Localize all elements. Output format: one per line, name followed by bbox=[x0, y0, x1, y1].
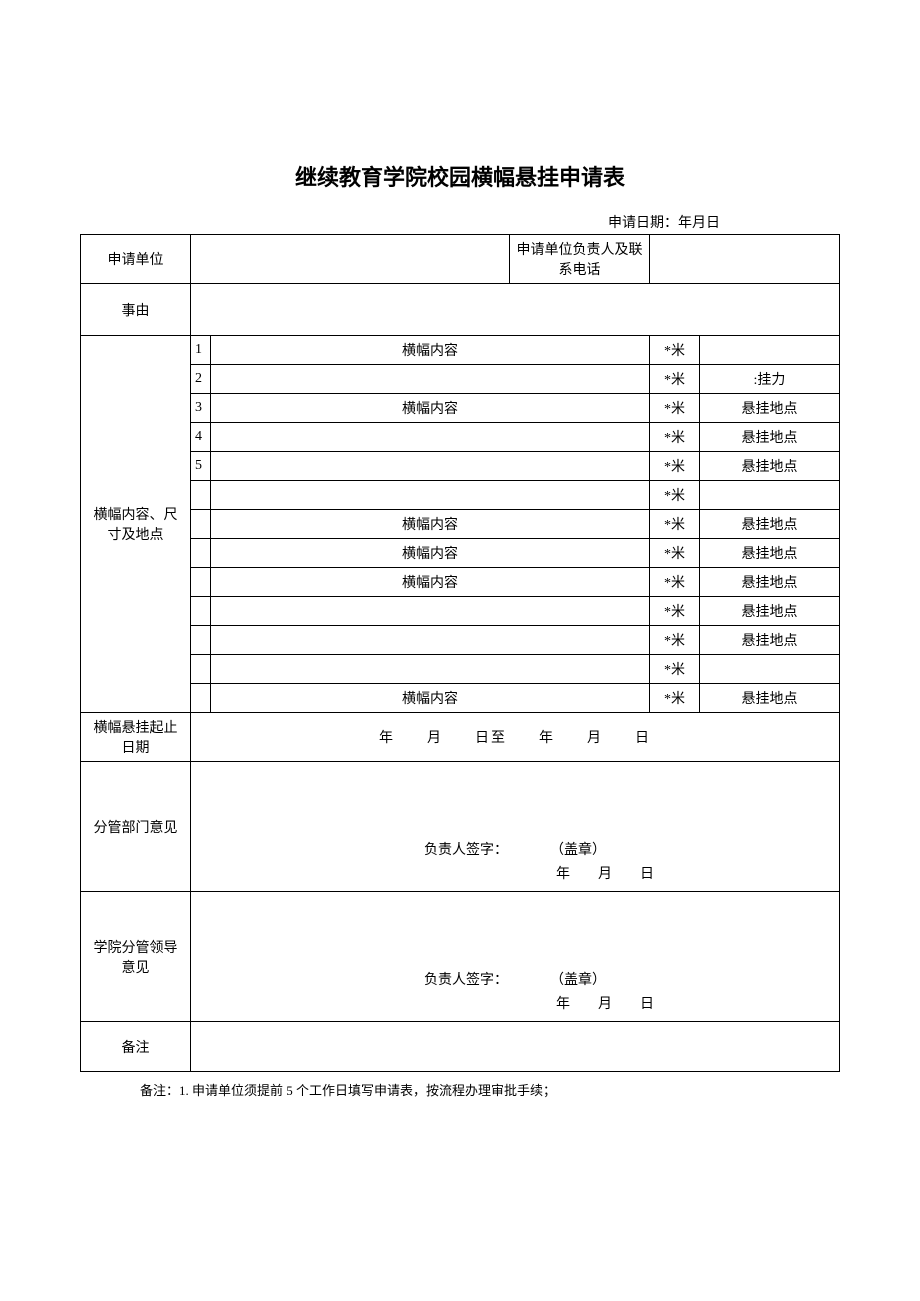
banner-content[interactable]: 横幅内容 bbox=[211, 394, 650, 423]
banner-num: 3 bbox=[191, 394, 211, 423]
banner-size[interactable]: *米 bbox=[650, 452, 700, 481]
banner-row: 横幅内容 *米 悬挂地点 bbox=[81, 539, 840, 568]
unit-contact-input[interactable] bbox=[650, 235, 840, 284]
banner-num bbox=[191, 568, 211, 597]
banner-num bbox=[191, 626, 211, 655]
remark-label: 备注 bbox=[81, 1022, 191, 1072]
banner-location[interactable]: 悬挂地点 bbox=[700, 510, 840, 539]
date-range-label: 横幅悬挂起止日期 bbox=[81, 713, 191, 762]
banner-content[interactable]: 横幅内容 bbox=[211, 336, 650, 365]
banner-content[interactable]: 横幅内容 bbox=[211, 684, 650, 713]
banner-row: 3 横幅内容 *米 悬挂地点 bbox=[81, 394, 840, 423]
banner-location[interactable]: 悬挂地点 bbox=[700, 452, 840, 481]
banner-location[interactable]: 悬挂地点 bbox=[700, 394, 840, 423]
footnote-text: 备注：1. 申请单位须提前 5 个工作日填写申请表，按流程办理审批手续； bbox=[80, 1080, 840, 1099]
dept-opinion-row: 分管部门意见 负责人签字： （盖章） 年 月 日 bbox=[81, 762, 840, 892]
banner-size[interactable]: *米 bbox=[650, 539, 700, 568]
banner-row: 4 *米 悬挂地点 bbox=[81, 423, 840, 452]
banner-row: *米 悬挂地点 bbox=[81, 626, 840, 655]
unit-input[interactable] bbox=[191, 235, 510, 284]
application-date-label: 申请日期：年月日 bbox=[80, 212, 840, 232]
banner-content[interactable]: 横幅内容 bbox=[211, 568, 650, 597]
signature-line: 负责人签字： （盖章） bbox=[201, 839, 829, 863]
banner-content[interactable]: 横幅内容 bbox=[211, 539, 650, 568]
unit-row: 申请单位 申请单位负责人及联系电话 bbox=[81, 235, 840, 284]
banner-location[interactable]: 悬挂地点 bbox=[700, 568, 840, 597]
banner-location[interactable]: 悬挂地点 bbox=[700, 597, 840, 626]
signature-date: 年 月 日 bbox=[201, 863, 829, 883]
application-form-table: 申请单位 申请单位负责人及联系电话 事由 横幅内容、尺寸及地点 1 横幅内容 *… bbox=[80, 234, 840, 1072]
banner-row: 横幅内容、尺寸及地点 1 横幅内容 *米 bbox=[81, 336, 840, 365]
banner-num bbox=[191, 510, 211, 539]
banner-size[interactable]: *米 bbox=[650, 597, 700, 626]
banner-row: 横幅内容 *米 悬挂地点 bbox=[81, 510, 840, 539]
banner-size[interactable]: *米 bbox=[650, 423, 700, 452]
banner-size[interactable]: *米 bbox=[650, 626, 700, 655]
banner-content[interactable] bbox=[211, 365, 650, 394]
banner-row: *米 bbox=[81, 655, 840, 684]
leader-opinion-row: 学院分管领导意见 负责人签字： （盖章） 年 月 日 bbox=[81, 892, 840, 1022]
dept-opinion-label: 分管部门意见 bbox=[81, 762, 191, 892]
banner-location[interactable]: 悬挂地点 bbox=[700, 626, 840, 655]
banner-size[interactable]: *米 bbox=[650, 336, 700, 365]
reason-input[interactable] bbox=[191, 284, 840, 336]
remark-input[interactable] bbox=[191, 1022, 840, 1072]
banner-location[interactable]: :挂力 bbox=[700, 365, 840, 394]
banner-location[interactable]: 悬挂地点 bbox=[700, 684, 840, 713]
reason-row: 事由 bbox=[81, 284, 840, 336]
banner-num: 1 bbox=[191, 336, 211, 365]
banner-location[interactable]: 悬挂地点 bbox=[700, 423, 840, 452]
banner-size[interactable]: *米 bbox=[650, 481, 700, 510]
banner-location[interactable] bbox=[700, 336, 840, 365]
leader-opinion-label: 学院分管领导意见 bbox=[81, 892, 191, 1022]
banner-row: *米 悬挂地点 bbox=[81, 597, 840, 626]
banner-content[interactable] bbox=[211, 423, 650, 452]
banner-num: 5 bbox=[191, 452, 211, 481]
unit-label: 申请单位 bbox=[81, 235, 191, 284]
banner-num: 4 bbox=[191, 423, 211, 452]
banner-size[interactable]: *米 bbox=[650, 510, 700, 539]
banner-content[interactable] bbox=[211, 481, 650, 510]
banner-size[interactable]: *米 bbox=[650, 684, 700, 713]
page-title: 继续教育学院校园横幅悬挂申请表 bbox=[80, 160, 840, 192]
banner-row: 横幅内容 *米 悬挂地点 bbox=[81, 568, 840, 597]
banner-size[interactable]: *米 bbox=[650, 365, 700, 394]
banner-size[interactable]: *米 bbox=[650, 394, 700, 423]
banner-row: 横幅内容 *米 悬挂地点 bbox=[81, 684, 840, 713]
date-range-row: 横幅悬挂起止日期 年 月 日至 年 月 日 bbox=[81, 713, 840, 762]
banner-content[interactable] bbox=[211, 626, 650, 655]
date-range-input[interactable]: 年 月 日至 年 月 日 bbox=[191, 713, 840, 762]
banner-content[interactable] bbox=[211, 655, 650, 684]
remark-row: 备注 bbox=[81, 1022, 840, 1072]
banner-section-label: 横幅内容、尺寸及地点 bbox=[81, 336, 191, 713]
banner-location[interactable]: 悬挂地点 bbox=[700, 539, 840, 568]
banner-content[interactable] bbox=[211, 452, 650, 481]
banner-num bbox=[191, 655, 211, 684]
banner-row: 2 *米 :挂力 bbox=[81, 365, 840, 394]
signature-line: 负责人签字： （盖章） bbox=[201, 969, 829, 993]
dept-opinion-input[interactable]: 负责人签字： （盖章） 年 月 日 bbox=[191, 762, 840, 892]
reason-label: 事由 bbox=[81, 284, 191, 336]
banner-num: 2 bbox=[191, 365, 211, 394]
banner-location[interactable] bbox=[700, 481, 840, 510]
banner-content[interactable] bbox=[211, 597, 650, 626]
banner-row: *米 bbox=[81, 481, 840, 510]
banner-row: 5 *米 悬挂地点 bbox=[81, 452, 840, 481]
banner-num bbox=[191, 539, 211, 568]
unit-contact-label: 申请单位负责人及联系电话 bbox=[510, 235, 650, 284]
banner-location[interactable] bbox=[700, 655, 840, 684]
leader-opinion-input[interactable]: 负责人签字： （盖章） 年 月 日 bbox=[191, 892, 840, 1022]
signature-date: 年 月 日 bbox=[201, 993, 829, 1013]
banner-size[interactable]: *米 bbox=[650, 568, 700, 597]
banner-num bbox=[191, 684, 211, 713]
banner-num bbox=[191, 481, 211, 510]
banner-num bbox=[191, 597, 211, 626]
banner-size[interactable]: *米 bbox=[650, 655, 700, 684]
banner-content[interactable]: 横幅内容 bbox=[211, 510, 650, 539]
